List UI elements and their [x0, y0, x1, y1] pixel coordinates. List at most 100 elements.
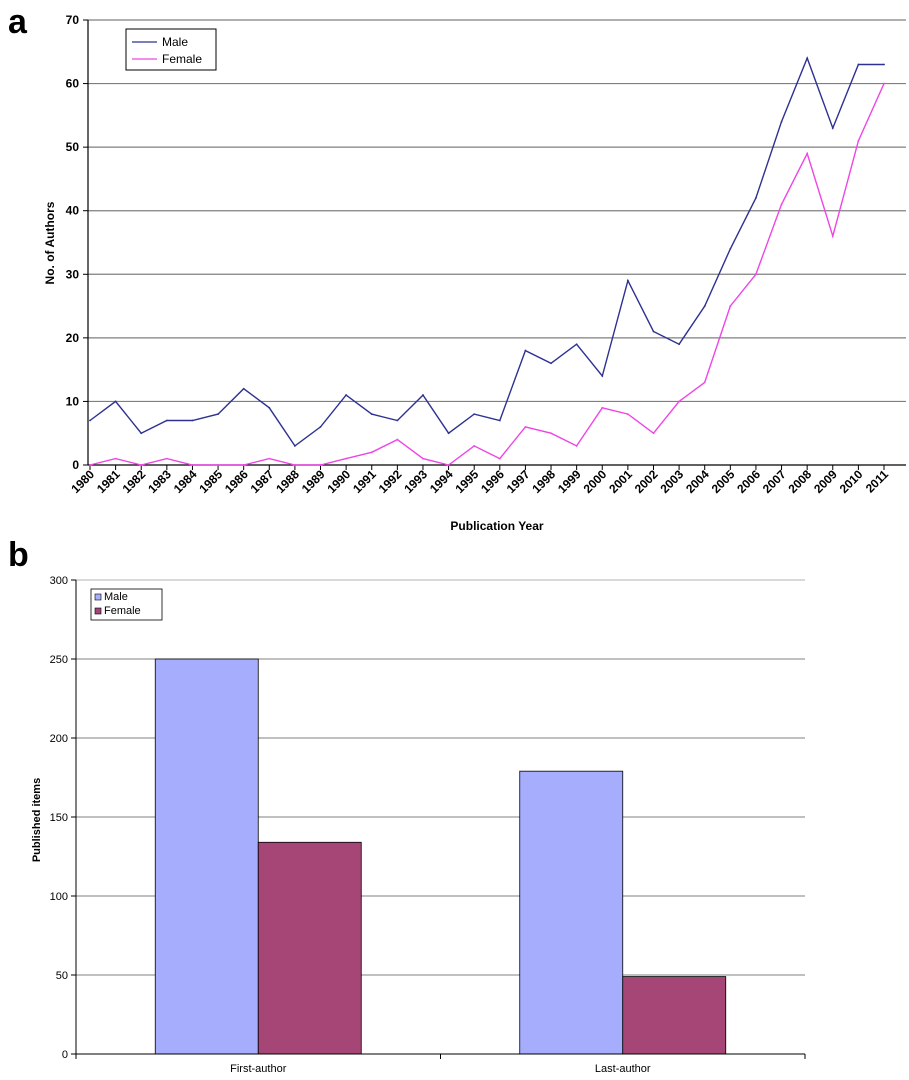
y-tick-label: 10 [66, 394, 80, 408]
data-point-male [678, 343, 680, 346]
x-category-label: Last-author [595, 1063, 651, 1075]
data-point-male [550, 362, 552, 365]
x-tick-label: 1997 [504, 467, 533, 496]
data-point-male [191, 419, 194, 422]
x-tick-label: 2007 [760, 467, 789, 496]
data-point-female [780, 203, 783, 206]
x-tick-label: 1991 [350, 467, 379, 496]
x-tick-label: 2006 [734, 467, 763, 496]
x-tick-label: 2000 [581, 467, 610, 496]
data-point-male [498, 419, 501, 422]
chart-a-x-ticks: 1980198119821983198419851986198719881989… [68, 465, 891, 496]
data-point-male [114, 400, 117, 403]
data-point-female [422, 457, 424, 460]
data-point-male [140, 432, 143, 435]
y-tick-label: 0 [72, 458, 79, 472]
data-point-female [294, 464, 296, 466]
data-point-male [422, 394, 424, 396]
y-tick-label: 70 [66, 13, 80, 27]
legend-female-label-b: Female [104, 605, 141, 617]
chart-b: b 0 50 100 150 200 250 300 First-author Last-au… [8, 536, 806, 1075]
data-point-male [217, 413, 219, 416]
x-tick-label: 1985 [196, 467, 225, 496]
chart-a-y-axis-title: No. of Authors [43, 201, 57, 284]
data-point-male [447, 432, 450, 435]
data-point-female [498, 457, 501, 460]
data-point-male [319, 425, 322, 428]
chart-a-legend: Male Female [125, 28, 217, 71]
y-tick-label: 300 [50, 575, 68, 587]
chart-b-x-ticks: First-author Last-author [75, 1054, 806, 1075]
legend-female-label: Female [162, 52, 202, 66]
x-tick-label: 2003 [657, 467, 686, 496]
legend-male-swatch [94, 593, 102, 601]
data-point-male [396, 419, 399, 422]
chart-a-series [89, 56, 885, 466]
data-point-female [345, 457, 348, 460]
data-point-female [883, 82, 885, 85]
chart-b-legend-box [90, 588, 163, 621]
x-category-label: First-author [230, 1063, 287, 1075]
x-tick-label: 2001 [606, 467, 635, 496]
x-tick-label: 1992 [376, 467, 405, 496]
legend-male-label-b: Male [104, 591, 128, 603]
data-point-male [242, 387, 245, 390]
data-point-male [857, 63, 860, 66]
data-point-male [755, 197, 757, 199]
panel-a-label: a [8, 3, 28, 41]
data-point-female [575, 445, 578, 447]
data-point-male [524, 349, 527, 352]
data-point-male [703, 305, 706, 307]
data-point-female [755, 273, 757, 276]
data-point-male [89, 419, 91, 422]
data-point-male [165, 419, 168, 422]
chart-a-y-ticks: 0 10 20 30 40 50 60 70 [66, 13, 88, 472]
data-point-female [140, 464, 143, 466]
data-point-male [601, 375, 604, 377]
y-tick-label: 40 [66, 204, 80, 218]
data-point-male [652, 330, 655, 333]
bar-female-last-author [622, 976, 727, 1055]
y-tick-label: 0 [62, 1049, 68, 1061]
y-tick-label: 200 [50, 733, 68, 745]
data-point-female [396, 438, 399, 441]
x-tick-label: 2010 [837, 467, 866, 496]
y-tick-label: 30 [66, 267, 80, 281]
data-point-male [575, 343, 578, 346]
bar-female-first-author [257, 841, 362, 1055]
data-point-female [89, 464, 91, 466]
x-tick-label: 1989 [299, 467, 328, 496]
x-tick-label: 2011 [863, 467, 892, 496]
data-point-female [524, 425, 527, 428]
data-point-male [831, 127, 834, 129]
x-tick-label: 2008 [786, 467, 815, 496]
x-tick-label: 1995 [453, 467, 482, 496]
data-point-female [729, 305, 732, 307]
series-line-male [89, 56, 884, 447]
data-point-female [268, 457, 271, 460]
data-point-male [294, 445, 296, 447]
x-tick-label: 2004 [683, 467, 712, 496]
data-point-male [345, 394, 348, 396]
legend-female-swatch [94, 607, 102, 615]
data-point-female [550, 432, 552, 435]
data-point-male [370, 413, 373, 416]
x-tick-label: 1990 [324, 467, 353, 496]
data-point-male [780, 120, 783, 123]
x-tick-label: 1993 [401, 467, 430, 496]
data-point-male [626, 279, 629, 282]
data-point-male [729, 247, 732, 250]
x-tick-label: 1986 [222, 467, 251, 496]
y-tick-label: 150 [50, 812, 68, 824]
x-tick-label: 1984 [171, 467, 200, 496]
series-line-female [89, 83, 885, 466]
x-tick-label: 1983 [145, 467, 174, 496]
x-tick-label: 1998 [529, 467, 558, 496]
data-point-female [857, 139, 860, 142]
data-point-female [473, 445, 476, 447]
chart-a-gridlines [87, 19, 906, 466]
x-tick-label: 2009 [811, 467, 840, 496]
data-point-female [217, 464, 219, 466]
x-tick-label: 1987 [248, 467, 277, 496]
